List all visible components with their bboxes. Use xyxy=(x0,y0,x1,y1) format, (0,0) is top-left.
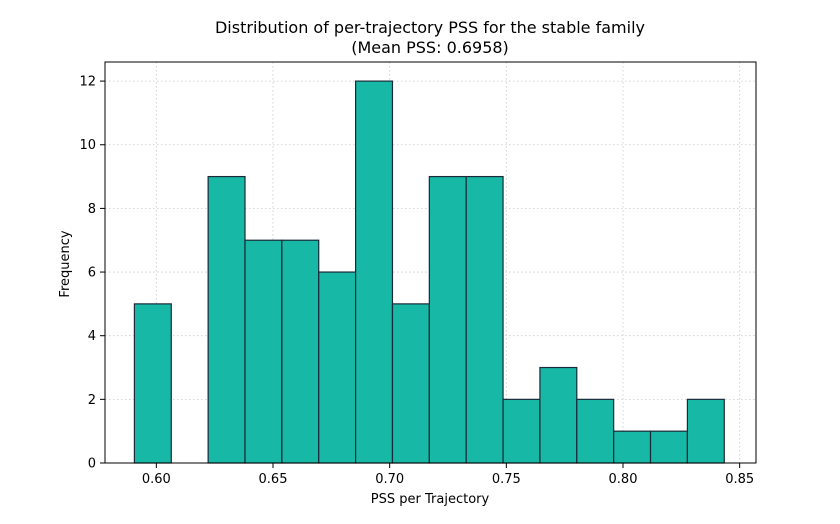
y-axis-label: Frequency xyxy=(58,230,73,297)
x-tick-label: 0.60 xyxy=(142,472,171,487)
x-tick-label: 0.85 xyxy=(725,472,754,487)
histogram-bar xyxy=(686,398,725,464)
histogram-bar xyxy=(613,430,652,464)
histogram-bar xyxy=(244,239,283,464)
x-tick-label: 0.80 xyxy=(609,472,638,487)
histogram-bar xyxy=(133,303,172,464)
y-tick-label: 2 xyxy=(88,393,96,408)
chart-title: Distribution of per-trajectory PSS for t… xyxy=(215,18,645,37)
x-axis-ticks: 0.60 0.65 0.70 0.75 0.80 0.85 xyxy=(142,463,754,487)
histogram-bar xyxy=(649,430,688,464)
x-axis-label: PSS per Trajectory xyxy=(371,492,490,507)
histogram-bar xyxy=(502,398,541,464)
histogram-bar xyxy=(465,175,504,464)
x-tick-label: 0.70 xyxy=(375,472,404,487)
y-tick-label: 10 xyxy=(79,138,96,153)
chart-subtitle: (Mean PSS: 0.6958) xyxy=(351,38,509,57)
x-tick-label: 0.65 xyxy=(259,472,288,487)
histogram-bar xyxy=(428,175,467,464)
histogram-bar xyxy=(281,239,320,464)
y-tick-label: 0 xyxy=(88,457,96,472)
y-tick-label: 8 xyxy=(88,202,96,217)
histogram-bar xyxy=(539,366,578,464)
histogram-bar xyxy=(355,80,394,464)
histogram-bar xyxy=(318,271,357,464)
y-tick-label: 12 xyxy=(79,75,96,90)
histogram-bar xyxy=(391,303,430,464)
plot-frame xyxy=(104,61,757,464)
y-tick-label: 4 xyxy=(88,329,96,344)
histogram-bar xyxy=(207,175,246,464)
y-axis-ticks: 0 2 4 6 8 10 12 xyxy=(79,75,105,472)
histogram-bar xyxy=(576,398,615,464)
x-tick-label: 0.75 xyxy=(492,472,521,487)
y-tick-label: 6 xyxy=(88,266,96,281)
histogram-bars xyxy=(133,80,725,464)
